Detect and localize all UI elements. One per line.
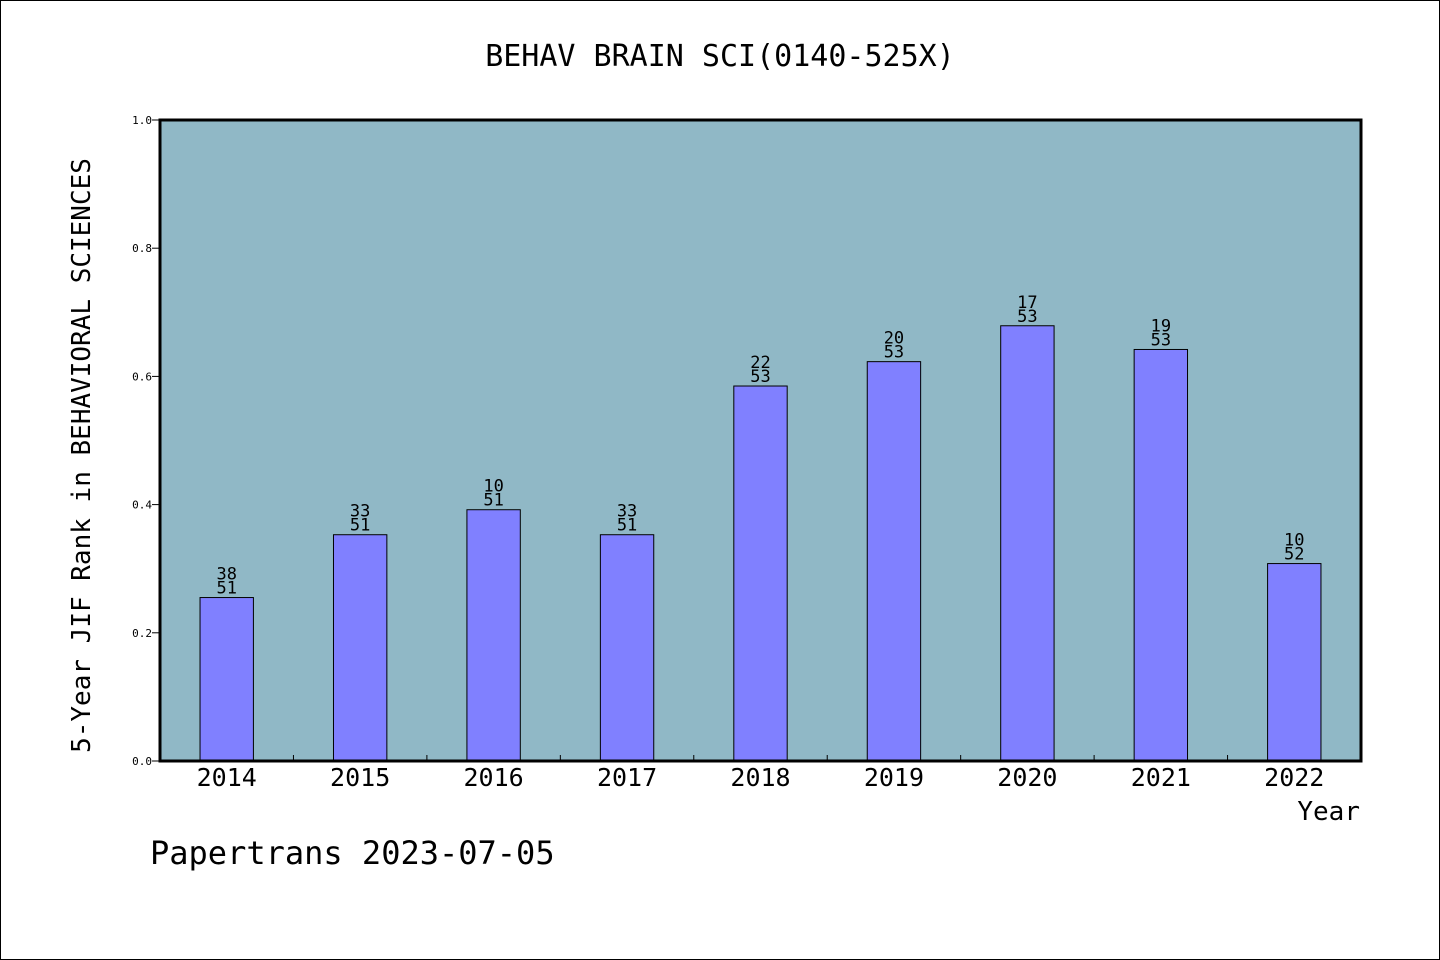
y-tick-label: 0.2 — [132, 627, 152, 640]
bar — [1267, 563, 1322, 762]
x-tick-label: 2015 — [330, 763, 390, 792]
footer-credit: Papertrans 2023-07-05 — [150, 834, 555, 872]
bar-total-label: 53 — [1151, 330, 1171, 350]
bar — [599, 534, 655, 762]
bar-rank-label: 33 — [617, 502, 637, 522]
x-tick-label: 2020 — [997, 763, 1057, 792]
y-tick-label: 1.0 — [132, 114, 152, 127]
bar-rank-label: 33 — [350, 502, 370, 522]
x-tick-label: 2016 — [464, 763, 524, 792]
bar — [199, 597, 254, 762]
y-tick-label: 0.0 — [132, 755, 152, 768]
x-tick-label: 2021 — [1131, 763, 1191, 792]
bar-total-label: 52 — [1284, 545, 1304, 565]
bar — [866, 361, 922, 762]
x-axis-label: Year — [1297, 797, 1360, 827]
bar — [1000, 325, 1055, 762]
bar — [332, 534, 388, 762]
bar-total-label: 51 — [216, 579, 236, 599]
bar-rank-label: 19 — [1151, 316, 1171, 336]
y-axis-label: 5-Year JIF Rank in BEHAVIORAL SCIENCES — [67, 158, 97, 753]
bar-rank-label: 17 — [1017, 293, 1037, 313]
bar-rank-label: 10 — [1284, 531, 1304, 551]
x-tick-label: 2018 — [730, 763, 790, 792]
bar-rank-label: 20 — [884, 329, 904, 349]
bar-total-label: 51 — [617, 516, 637, 536]
bar-total-label: 53 — [750, 367, 770, 387]
y-tick-label: 0.6 — [132, 370, 152, 383]
bar — [733, 385, 788, 762]
chart-title: BEHAV BRAIN SCI(0140-525X) — [485, 39, 955, 74]
bar-total-label: 51 — [350, 516, 370, 536]
x-tick-label: 2019 — [864, 763, 924, 792]
x-tick-label: 2014 — [197, 763, 257, 792]
bar-rank-label: 10 — [483, 477, 503, 497]
bar — [466, 509, 521, 762]
bar-total-label: 51 — [483, 491, 503, 511]
x-tick-label: 2017 — [597, 763, 657, 792]
bar-total-label: 53 — [884, 343, 904, 363]
plot-border — [158, 118, 1363, 763]
y-axis: 0.0 0.2 0.4 0.6 0.8 1.0 — [132, 114, 160, 768]
bar-rank-label: 22 — [750, 353, 770, 373]
bar — [1133, 348, 1189, 762]
y-tick-label: 0.4 — [132, 499, 152, 512]
y-tick-label: 0.8 — [132, 242, 152, 255]
bar-total-label: 53 — [1017, 307, 1037, 327]
x-tick-label: 2022 — [1264, 763, 1324, 792]
x-axis: 2014 2015 2016 2017 2018 2019 2020 2021 2022 — [197, 755, 1324, 792]
bar-rank-label: 38 — [216, 565, 236, 585]
